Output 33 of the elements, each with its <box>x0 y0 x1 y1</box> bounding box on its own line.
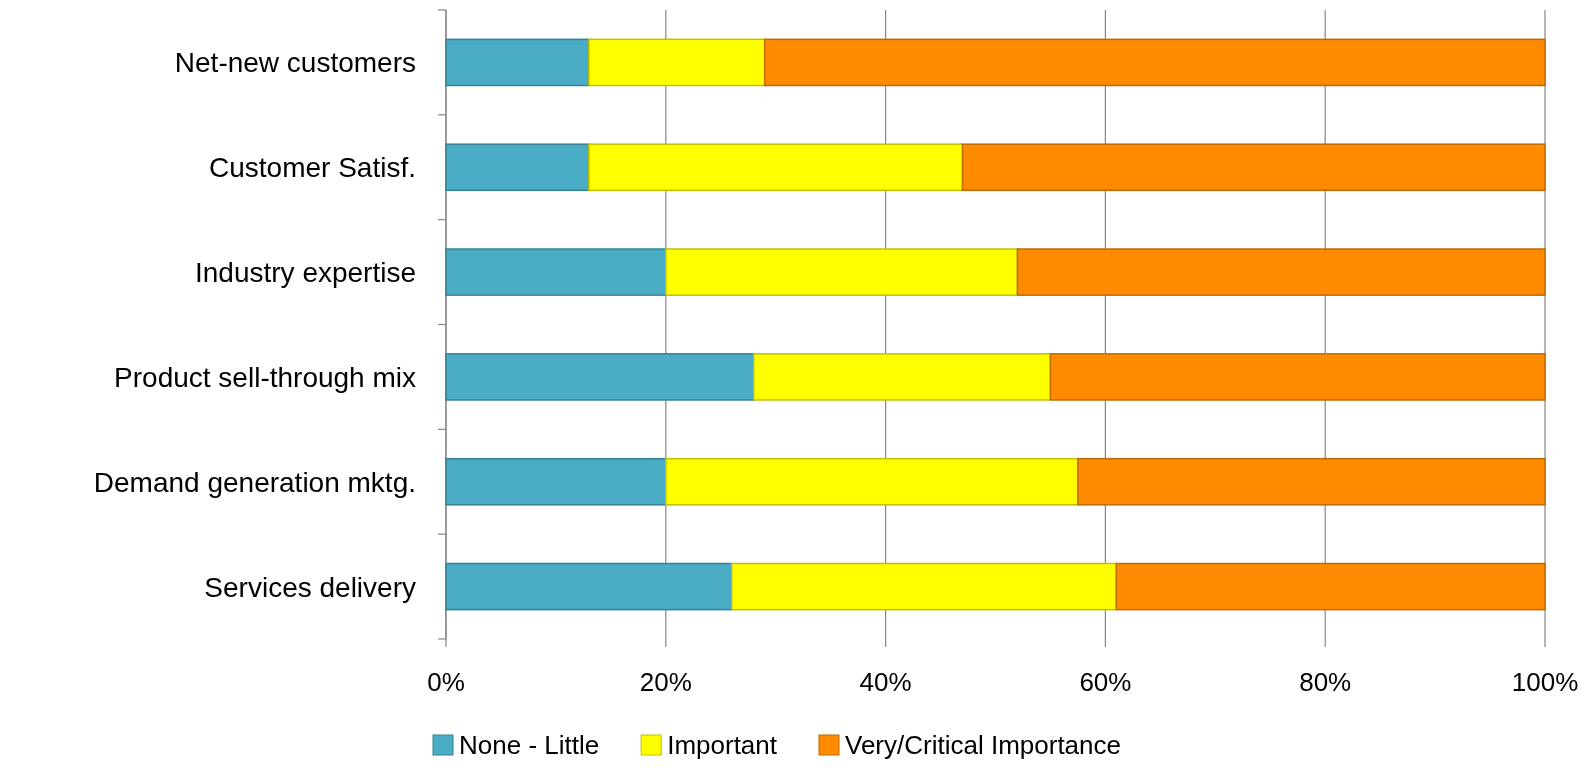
bar <box>445 143 590 192</box>
bar <box>665 457 1079 506</box>
legend-label: None - Little <box>459 730 600 760</box>
y-tick-label: Customer Satisf. <box>209 152 416 184</box>
bar <box>961 143 1546 192</box>
bar <box>763 38 1546 87</box>
bar <box>1077 457 1546 506</box>
x-tick-label: 0% <box>427 667 465 697</box>
bar <box>445 353 755 401</box>
x-tick-label: 100% <box>1511 667 1579 697</box>
bar <box>1115 562 1546 611</box>
bar <box>445 38 590 87</box>
bar <box>588 143 964 192</box>
x-tick-label: 60% <box>1079 667 1132 697</box>
y-tick-label: Demand generation mktg. <box>93 466 416 498</box>
legend-label: Important <box>667 730 778 760</box>
bar <box>445 248 667 296</box>
y-tick-label: Product sell-through mix <box>114 361 416 393</box>
y-tick-label: Services delivery <box>204 571 416 603</box>
bar <box>445 562 733 611</box>
bar <box>1049 353 1546 401</box>
bar <box>588 38 766 87</box>
bar <box>752 353 1052 401</box>
legend-label: Very/Critical Importance <box>845 730 1121 760</box>
y-tick-label: Industry expertise <box>195 257 416 289</box>
x-tick-label: 40% <box>859 667 912 697</box>
bar <box>1016 248 1546 296</box>
y-tick-label: Net-new customers <box>174 47 416 79</box>
x-tick-label: 20% <box>639 667 692 697</box>
bar <box>665 248 1019 296</box>
bar <box>445 457 667 506</box>
bar <box>730 562 1118 611</box>
x-tick-label: 80% <box>1299 667 1352 697</box>
